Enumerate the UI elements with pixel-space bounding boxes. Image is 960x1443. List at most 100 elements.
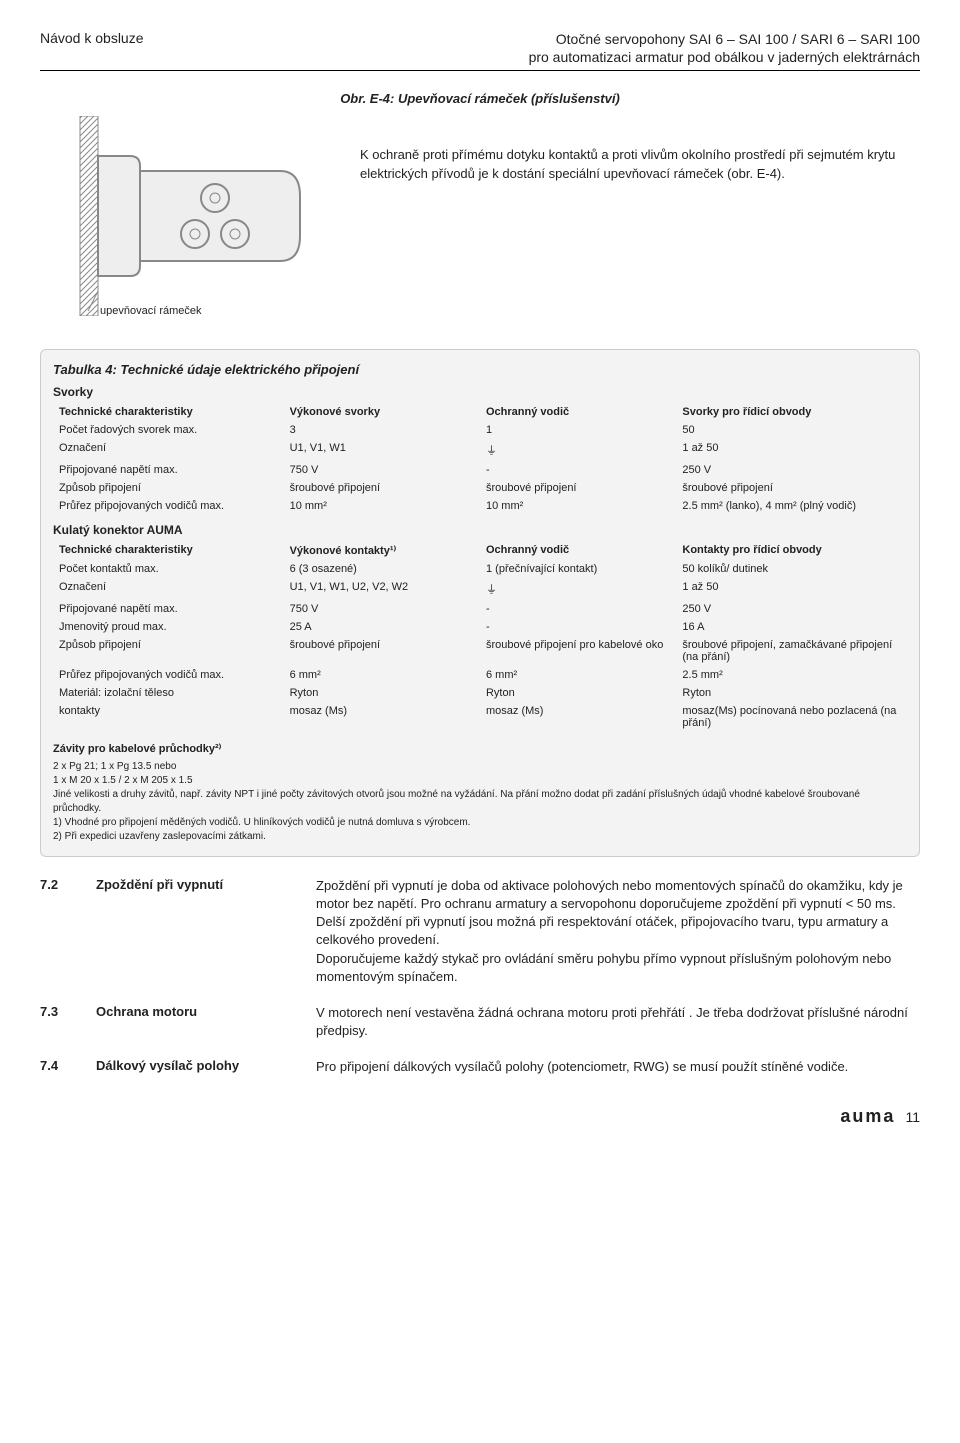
- table-cell: ⏚: [480, 578, 676, 600]
- doc-section: 7.2 Zpoždění při vypnutí Zpoždění při vypn…: [40, 877, 920, 986]
- figure-caption: Obr. E-4: Upevňovací rámeček (příslušens…: [40, 91, 920, 106]
- col-header: Svorky pro řídicí obvody: [676, 403, 907, 421]
- doc-section: 7.3 Ochrana motoru V motorech není vestavě…: [40, 1004, 920, 1040]
- figure-label: upevňovací rámeček: [100, 305, 202, 316]
- table-cell: šroubové připojení, zamačkávané připojen…: [676, 636, 907, 666]
- header-right-line2: pro automatizaci armatur pod obálkou v j…: [529, 48, 920, 66]
- header-left: Návod k obsluze: [40, 30, 144, 66]
- table-konektor: Technické charakteristiky Výkonové konta…: [53, 541, 907, 732]
- table-cell: 250 V: [676, 461, 907, 479]
- notes-head: Závity pro kabelové průchodky²⁾: [53, 742, 907, 757]
- table-cell: 25 A: [284, 618, 480, 636]
- table-cell: 16 A: [676, 618, 907, 636]
- table-cell: Připojované napětí max.: [53, 600, 284, 618]
- page-footer: auma 11: [40, 1106, 920, 1127]
- table-cell: šroubové připojení: [676, 479, 907, 497]
- table-cell: Materiál: izolační těleso: [53, 684, 284, 702]
- header-right-line1: Otočné servopohony SAI 6 – SAI 100 / SAR…: [529, 30, 920, 48]
- table-cell: šroubové připojení: [480, 479, 676, 497]
- section-title: Ochrana motoru: [96, 1004, 296, 1019]
- col-header: Kontakty pro řídicí obvody: [676, 541, 907, 560]
- table-cell: -: [480, 461, 676, 479]
- table-cell: 6 mm²: [284, 666, 480, 684]
- table-row: Způsob připojeníšroubové připojeníšroubo…: [53, 636, 907, 666]
- footnote: 1) Vhodné pro připojení měděných vodičů.…: [53, 816, 907, 830]
- table-row: OznačeníU1, V1, W1, U2, V2, W2⏚1 až 50: [53, 578, 907, 600]
- table-cell: 1 až 50: [676, 439, 907, 461]
- table-cell: 1 až 50: [676, 578, 907, 600]
- table-cell: 10 mm²: [284, 497, 480, 515]
- section-title: Dálkový vysílač polohy: [96, 1058, 296, 1073]
- table-cell: mosaz (Ms): [480, 702, 676, 732]
- section-title: Zpoždění při vypnutí: [96, 877, 296, 892]
- notes-line: 2 x Pg 21; 1 x Pg 13.5 nebo: [53, 760, 907, 774]
- table-cell: Ryton: [480, 684, 676, 702]
- table-cell: Způsob připojení: [53, 636, 284, 666]
- col-header: Ochranný vodič: [480, 541, 676, 560]
- table-cell: ⏚: [480, 439, 676, 461]
- table-cell: Průřez připojovaných vodičů max.: [53, 497, 284, 515]
- table-row: Připojované napětí max.750 V-250 V: [53, 600, 907, 618]
- table-cell: Průřez připojovaných vodičů max.: [53, 666, 284, 684]
- table-cell: -: [480, 600, 676, 618]
- table-cell: 50 kolíků/ dutinek: [676, 560, 907, 578]
- col-header: Výkonové svorky: [284, 403, 480, 421]
- table-cell: šroubové připojení: [284, 636, 480, 666]
- table-cell: Označení: [53, 439, 284, 461]
- section-number: 7.2: [40, 877, 76, 892]
- table-cell: 10 mm²: [480, 497, 676, 515]
- table-cell: 6 (3 osazené): [284, 560, 480, 578]
- section-body: Pro připojení dálkových vysílačů polohy …: [316, 1058, 920, 1076]
- table-cell: Počet kontaktů max.: [53, 560, 284, 578]
- table-row: OznačeníU1, V1, W1⏚1 až 50: [53, 439, 907, 461]
- table-cell: kontakty: [53, 702, 284, 732]
- table-cell: šroubové připojení: [284, 479, 480, 497]
- notes-line: 1 x M 20 x 1.5 / 2 x M 205 x 1.5: [53, 774, 907, 788]
- table-row: Způsob připojeníšroubové připojeníšroubo…: [53, 479, 907, 497]
- table-cell: 2.5 mm² (lanko), 4 mm² (plný vodič): [676, 497, 907, 515]
- table-row: kontaktymosaz (Ms)mosaz (Ms)mosaz(Ms) po…: [53, 702, 907, 732]
- section-body: Zpoždění při vypnutí je doba od aktivace…: [316, 877, 920, 986]
- section-body: V motorech není vestavěna žádná ochrana …: [316, 1004, 920, 1040]
- section-number: 7.4: [40, 1058, 76, 1073]
- brand-logo: auma: [840, 1106, 895, 1127]
- table-row: Počet řadových svorek max.3150: [53, 421, 907, 439]
- table-cell: 750 V: [284, 461, 480, 479]
- table-svorky: Technické charakteristiky Výkonové svork…: [53, 403, 907, 515]
- col-header: Technické charakteristiky: [53, 541, 284, 560]
- table-cell: U1, V1, W1, U2, V2, W2: [284, 578, 480, 600]
- table-cell: Označení: [53, 578, 284, 600]
- col-header: Technické charakteristiky: [53, 403, 284, 421]
- spec-table: Tabulka 4: Technické údaje elektrického …: [40, 349, 920, 856]
- table-cell: 50: [676, 421, 907, 439]
- figure-block: Obr. E-4: Upevňovací rámeček (příslušens…: [40, 91, 920, 319]
- table-cell: Ryton: [284, 684, 480, 702]
- table-cell: 6 mm²: [480, 666, 676, 684]
- table-section1-head: Svorky: [53, 385, 907, 399]
- table-notes: Závity pro kabelové průchodky²⁾ 2 x Pg 2…: [53, 742, 907, 843]
- notes-body: Jiné velikosti a druhy závitů, např. záv…: [53, 788, 907, 816]
- table-row: Připojované napětí max.750 V-250 V: [53, 461, 907, 479]
- page-number: 11: [905, 1109, 920, 1125]
- table-cell: Počet řadových svorek max.: [53, 421, 284, 439]
- table-cell: 1: [480, 421, 676, 439]
- table-row: Jmenovitý proud max.25 A-16 A: [53, 618, 907, 636]
- doc-section: 7.4 Dálkový vysílač polohy Pro připojení d…: [40, 1058, 920, 1076]
- col-header: Výkonové kontakty¹⁾: [284, 541, 480, 560]
- page-header: Návod k obsluze Otočné servopohony SAI 6…: [40, 30, 920, 71]
- table-cell: Způsob připojení: [53, 479, 284, 497]
- table-row: Počet kontaktů max.6 (3 osazené)1 (přečn…: [53, 560, 907, 578]
- section-number: 7.3: [40, 1004, 76, 1019]
- table-title: Tabulka 4: Technické údaje elektrického …: [53, 362, 907, 377]
- table-row: Průřez připojovaných vodičů max.6 mm²6 m…: [53, 666, 907, 684]
- col-header: Ochranný vodič: [480, 403, 676, 421]
- table-cell: 2.5 mm²: [676, 666, 907, 684]
- table-cell: -: [480, 618, 676, 636]
- table-cell: šroubové připojení pro kabelové oko: [480, 636, 676, 666]
- table-cell: Připojované napětí max.: [53, 461, 284, 479]
- header-right: Otočné servopohony SAI 6 – SAI 100 / SAR…: [529, 30, 920, 66]
- table-cell: 1 (přečnívající kontakt): [480, 560, 676, 578]
- table-row: Průřez připojovaných vodičů max.10 mm²10…: [53, 497, 907, 515]
- table-section2-head: Kulatý konektor AUMA: [53, 523, 907, 537]
- table-cell: 250 V: [676, 600, 907, 618]
